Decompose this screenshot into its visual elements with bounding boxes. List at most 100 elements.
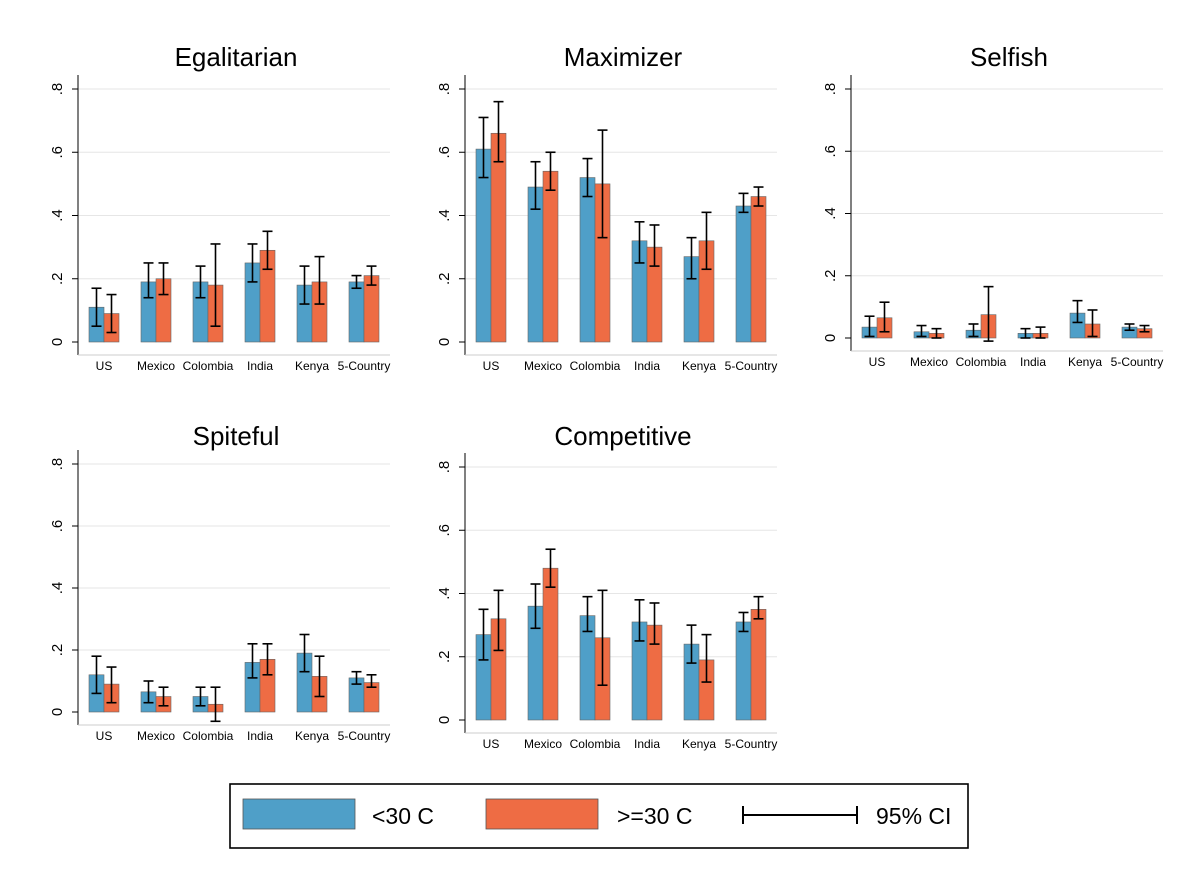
x-tick-label: Kenya xyxy=(295,729,329,743)
x-tick-label: Colombia xyxy=(183,359,234,373)
x-tick-label: Colombia xyxy=(570,737,621,751)
error-bar xyxy=(1087,309,1098,338)
error-bar xyxy=(686,624,697,664)
panel-maximizer: Maximizer 0 .2 .4 .6 .8 US Mexico Colombia India K… xyxy=(436,42,777,373)
error-bar xyxy=(493,100,504,163)
error-bar xyxy=(582,157,593,198)
error-bar xyxy=(299,265,310,305)
bar-high-mexico xyxy=(542,170,559,343)
x-tick-label: India xyxy=(247,359,273,373)
y-tick-label: .2 xyxy=(436,272,453,285)
error-bar xyxy=(634,599,645,642)
error-bar xyxy=(879,301,890,333)
bar-high-mexico xyxy=(542,567,559,721)
x-tick-label: Mexico xyxy=(910,355,948,369)
legend-label-high: >=30 C xyxy=(617,803,692,829)
error-bar xyxy=(738,611,749,633)
legend-ci-symbol xyxy=(742,806,858,824)
bar-low-5-country xyxy=(348,281,365,343)
panel-competitive: Competitive 0 .2 .4 .6 .8 US Mexico Colombia Indi… xyxy=(436,421,777,751)
error-bar xyxy=(247,243,258,283)
error-bar xyxy=(701,211,712,271)
x-tick-label: Mexico xyxy=(524,359,562,373)
error-bar xyxy=(210,243,221,327)
y-tick-label: .8 xyxy=(436,83,453,96)
x-tick-label: Kenya xyxy=(682,737,716,751)
x-tick-label: US xyxy=(483,359,500,373)
y-tick-label: .6 xyxy=(49,146,66,159)
error-bar xyxy=(983,285,994,342)
error-bar xyxy=(91,655,102,695)
x-tick-label: 5-Country xyxy=(338,729,391,743)
error-bar xyxy=(738,192,749,214)
y-tick-label: .8 xyxy=(49,83,66,96)
x-tick-label: India xyxy=(634,359,660,373)
error-bar xyxy=(864,315,875,338)
error-bar xyxy=(931,327,942,339)
y-tick-label: .4 xyxy=(436,587,453,600)
bar-low-colombia xyxy=(579,177,596,343)
x-tick-label: Mexico xyxy=(524,737,562,751)
y-tick-label: .2 xyxy=(436,650,453,663)
error-bar xyxy=(210,686,221,723)
legend-swatch-high xyxy=(485,798,599,830)
error-bar xyxy=(701,633,712,683)
panel-title: Egalitarian xyxy=(175,42,298,72)
legend: <30 C >=30 C 95% CI xyxy=(229,783,969,849)
y-tick-label: 0 xyxy=(49,338,66,346)
x-tick-label: US xyxy=(96,729,113,743)
chart-panels: Egalitarian 0 .2 .4 .6 .8 US Mexico Colombia Indi… xyxy=(49,42,1163,751)
x-tick-label: 5-Country xyxy=(1111,355,1164,369)
y-tick-label: .2 xyxy=(822,269,839,282)
panel-title: Selfish xyxy=(970,42,1048,72)
error-bar xyxy=(143,262,154,299)
error-bar xyxy=(916,324,927,338)
error-bar xyxy=(262,642,273,676)
y-tick-label: 0 xyxy=(49,708,66,716)
error-bar xyxy=(247,642,258,679)
bar-high-us xyxy=(490,132,507,343)
y-tick-label: .6 xyxy=(49,520,66,533)
panel-title: Spiteful xyxy=(193,421,280,451)
error-bar xyxy=(366,265,377,286)
error-bar xyxy=(91,287,102,327)
y-tick-label: .2 xyxy=(49,272,66,285)
x-tick-label: Mexico xyxy=(137,359,175,373)
y-tick-label: 0 xyxy=(436,338,453,346)
y-tick-label: 0 xyxy=(822,334,839,342)
y-tick-label: .6 xyxy=(822,145,839,158)
error-bar xyxy=(753,595,764,620)
y-tick-label: .4 xyxy=(822,207,839,220)
error-bar xyxy=(158,262,169,296)
error-bar xyxy=(366,673,377,689)
error-bar xyxy=(262,230,273,271)
error-bar xyxy=(314,655,325,698)
error-bar xyxy=(106,666,117,704)
error-bar xyxy=(1035,326,1046,339)
x-tick-label: Kenya xyxy=(295,359,329,373)
y-tick-label: .4 xyxy=(436,209,453,222)
bar-low-5-country xyxy=(735,621,752,721)
panel-title: Maximizer xyxy=(564,42,683,72)
x-tick-label: Colombia xyxy=(956,355,1007,369)
error-bar xyxy=(530,160,541,210)
error-bar xyxy=(478,608,489,661)
error-bar xyxy=(649,224,660,267)
error-bar xyxy=(195,686,206,707)
x-tick-label: Colombia xyxy=(183,729,234,743)
y-tick-label: 0 xyxy=(436,716,453,724)
error-bar xyxy=(314,255,325,305)
bar-high-5-country xyxy=(750,196,767,343)
x-tick-label: Kenya xyxy=(682,359,716,373)
bar-high-5-country xyxy=(750,609,767,721)
x-tick-label: US xyxy=(96,359,113,373)
error-bar xyxy=(351,274,362,290)
panel-title: Competitive xyxy=(554,421,691,451)
y-tick-label: .8 xyxy=(436,461,453,474)
panel-spiteful: Spiteful 0 .2 .4 .6 .8 US Mexico Colombia India Ke… xyxy=(49,421,390,743)
x-tick-label: US xyxy=(869,355,886,369)
legend-label-ci: 95% CI xyxy=(876,803,951,829)
legend-swatch-low xyxy=(242,798,356,830)
error-bar xyxy=(195,265,206,299)
error-bar xyxy=(686,236,697,280)
